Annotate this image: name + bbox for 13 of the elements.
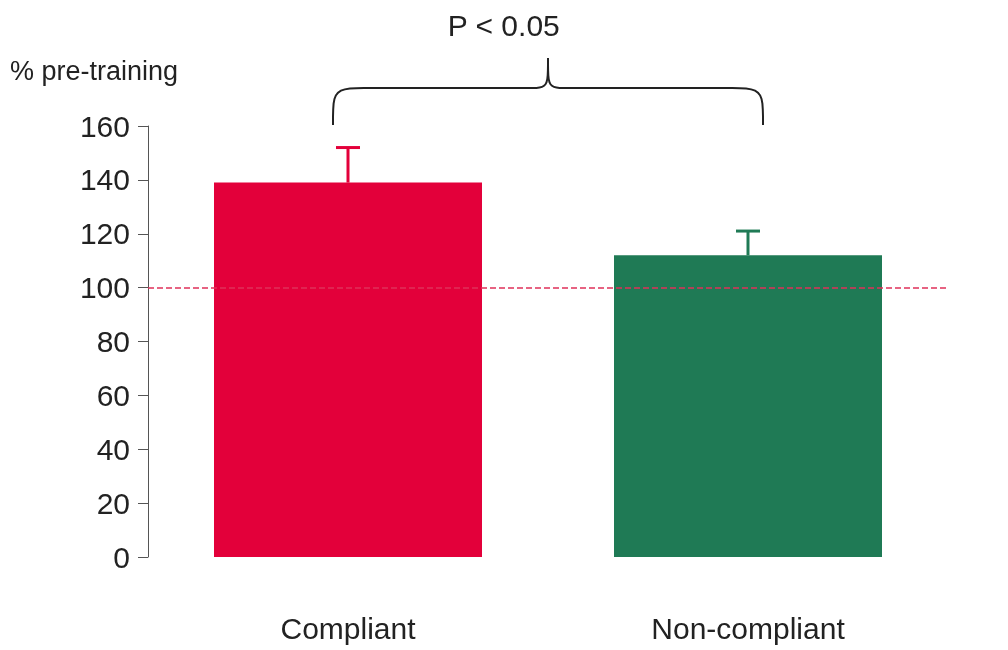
- y-axis-title: % pre-training: [10, 55, 179, 86]
- x-tick-label: Compliant: [280, 611, 417, 645]
- y-tick-label: 140: [79, 163, 130, 197]
- x-tick-label: Non-compliant: [651, 611, 846, 645]
- y-tick-label: 40: [96, 432, 130, 466]
- y-tick-label: 60: [96, 378, 130, 412]
- y-tick-label: 120: [79, 217, 130, 251]
- y-tick-label: 80: [96, 325, 130, 358]
- y-tick-label: 160: [79, 109, 130, 143]
- y-tick-label: 0: [113, 540, 130, 574]
- text: P < 0.05: [447, 8, 560, 42]
- y-tick-label: 20: [96, 486, 130, 520]
- y-tick-label: 100: [79, 271, 130, 305]
